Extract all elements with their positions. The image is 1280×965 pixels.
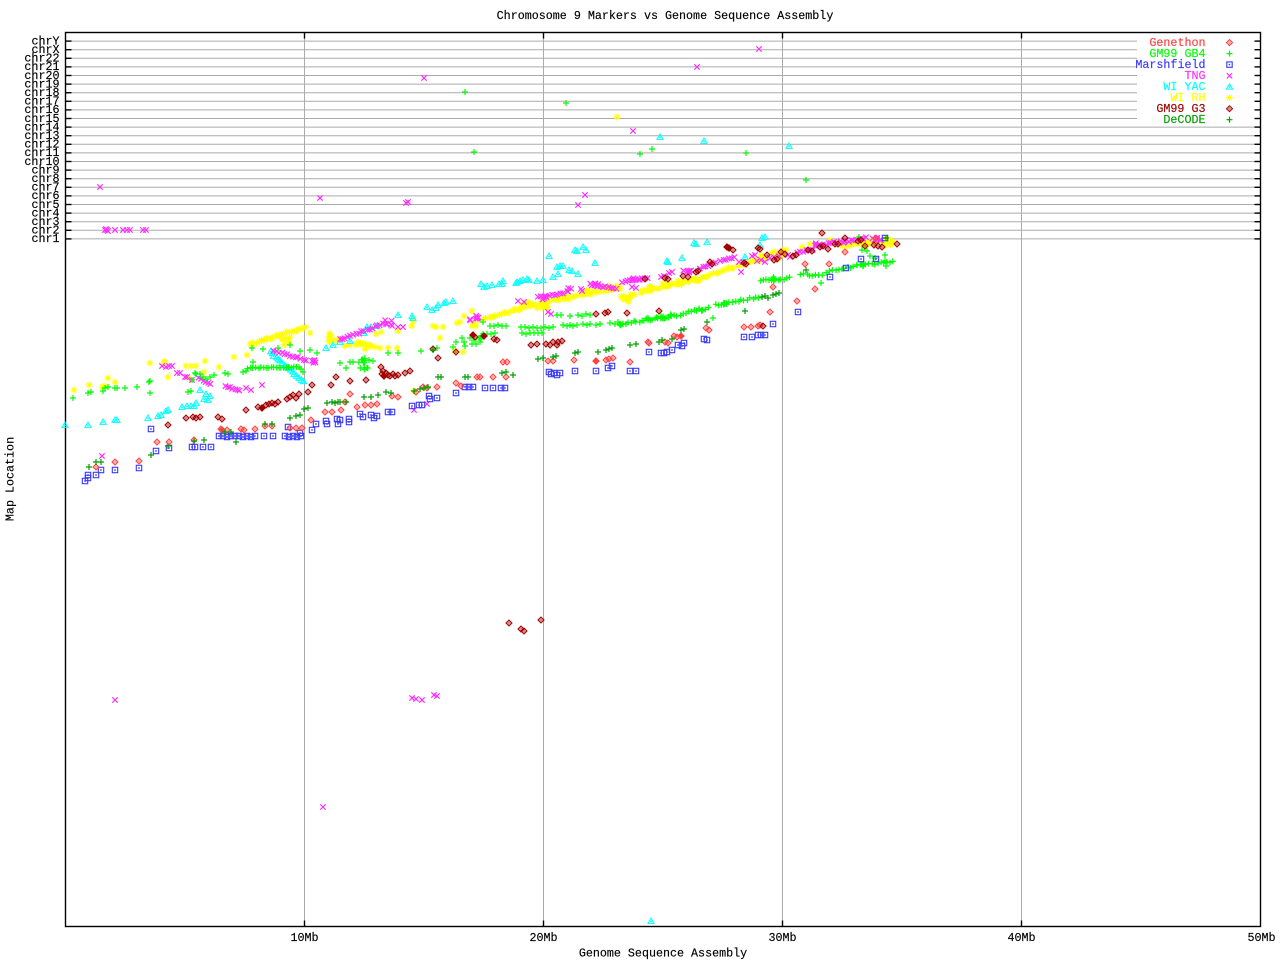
svg-text:chr9: chr9 — [31, 163, 59, 177]
svg-text:chrX: chrX — [31, 43, 59, 57]
svg-text:Chromosome 9 Markers vs Genome: Chromosome 9 Markers vs Genome Sequence … — [497, 9, 834, 23]
svg-text:WI YAC: WI YAC — [1163, 80, 1205, 94]
svg-text:chr4: chr4 — [31, 206, 59, 220]
svg-text:chrY: chrY — [31, 34, 59, 48]
svg-text:Marshfield: Marshfield — [1135, 58, 1205, 72]
svg-text:WI RH: WI RH — [1170, 91, 1205, 105]
svg-text:chr20: chr20 — [24, 69, 59, 83]
svg-text:10Mb: 10Mb — [290, 931, 318, 945]
svg-text:chr21: chr21 — [24, 60, 59, 74]
svg-text:chr13: chr13 — [24, 129, 59, 143]
svg-text:chr10: chr10 — [24, 155, 59, 169]
svg-text:20Mb: 20Mb — [529, 931, 557, 945]
svg-text:Map Location: Map Location — [4, 437, 18, 521]
svg-text:30Mb: 30Mb — [768, 931, 796, 945]
svg-text:chr19: chr19 — [24, 77, 59, 91]
svg-text:GM99 GB4: GM99 GB4 — [1149, 47, 1205, 61]
svg-text:Genome Sequence Assembly: Genome Sequence Assembly — [579, 947, 747, 961]
svg-text:40Mb: 40Mb — [1007, 931, 1035, 945]
svg-text:chr1: chr1 — [31, 232, 59, 246]
svg-text:chr5: chr5 — [31, 198, 59, 212]
svg-text:chr12: chr12 — [24, 138, 59, 152]
svg-text:chr3: chr3 — [31, 215, 59, 229]
svg-text:chr17: chr17 — [24, 95, 59, 109]
svg-text:chr6: chr6 — [31, 189, 59, 203]
svg-text:chr8: chr8 — [31, 172, 59, 186]
svg-text:DeCODE: DeCODE — [1163, 113, 1205, 127]
svg-text:50Mb: 50Mb — [1247, 931, 1275, 945]
svg-text:chr18: chr18 — [24, 86, 59, 100]
svg-text:GM99 G3: GM99 G3 — [1156, 102, 1205, 116]
svg-text:chr22: chr22 — [24, 52, 59, 66]
svg-text:chr2: chr2 — [31, 224, 59, 238]
svg-text:chr7: chr7 — [31, 181, 59, 195]
svg-text:chr11: chr11 — [24, 146, 59, 160]
svg-text:chr15: chr15 — [24, 112, 59, 126]
svg-text:Genethon: Genethon — [1149, 36, 1205, 50]
svg-text:chr16: chr16 — [24, 103, 59, 117]
svg-text:chr14: chr14 — [24, 120, 59, 134]
svg-text:TNG: TNG — [1184, 69, 1205, 83]
